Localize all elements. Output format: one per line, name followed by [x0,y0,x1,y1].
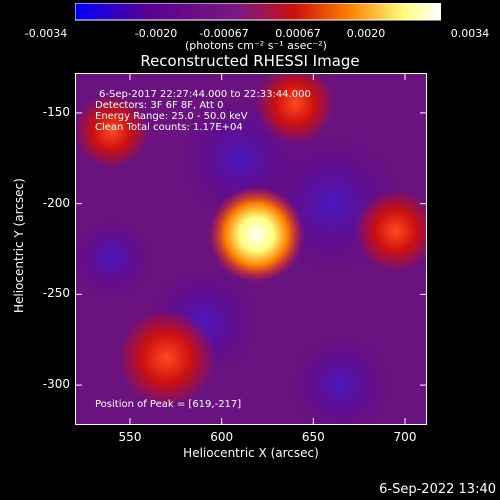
colorbar-tick: 0.00067 [275,27,321,40]
heatmap-cells [71,64,437,436]
y-tick-label: -200 [42,195,70,210]
annotation-detectors: Detectors: 3F 6F 8F, Att 0 [95,100,224,111]
colorbar-units: (photons cm⁻² s⁻¹ asec⁻²) [185,39,327,52]
plot-frame [75,73,427,425]
background-blob [71,218,152,299]
background-blob [290,335,391,436]
x-axis-label: Heliocentric X (arcsec) [183,446,319,460]
colorbar-tick: -0.00067 [199,27,249,40]
heatmap-svg [71,64,437,436]
secondary-source [74,94,149,168]
secondary-source [117,309,216,407]
colorbar-tick: -0.0020 [134,27,178,40]
peak-source [208,186,305,283]
colorbar-tick: 0.0034 [450,27,490,40]
y-tick-label: -150 [42,104,70,119]
x-tick-label: 600 [210,430,234,444]
colorbar-gradient [74,2,442,21]
colorbar-tick: 0.0020 [346,27,386,40]
y-tick-label: -300 [42,377,70,392]
colorbar [74,2,442,33]
annotation-energy: Energy Range: 25.0 - 50.0 keV [95,111,248,122]
axes [75,73,427,425]
chart-title: Reconstructed RHESSI Image [140,52,360,70]
annotation-clean: Clean Total counts: 1.17E+04 [95,122,243,133]
x-tick-label: 650 [301,430,325,444]
annotation-peak: Position of Peak = [619,-217] [95,399,242,410]
y-tick-label: -250 [42,286,70,301]
datestamp: 6-Sep-2022 13:40 [379,482,496,497]
secondary-source [255,64,335,144]
colorbar-tick: -0.0034 [24,27,68,40]
annotation-time-range: 6-Sep-2017 22:27:44.000 to 22:33:44.000 [99,89,311,100]
heatmap-plot: 6-Sep-2017 22:27:44.000 to 22:33:44.000 … [71,64,437,436]
x-tick-label: 700 [393,430,417,444]
x-tick-label: 550 [118,430,142,444]
y-axis-label: Heliocentric Y (arcsec) [12,178,26,313]
secondary-source [354,189,437,272]
